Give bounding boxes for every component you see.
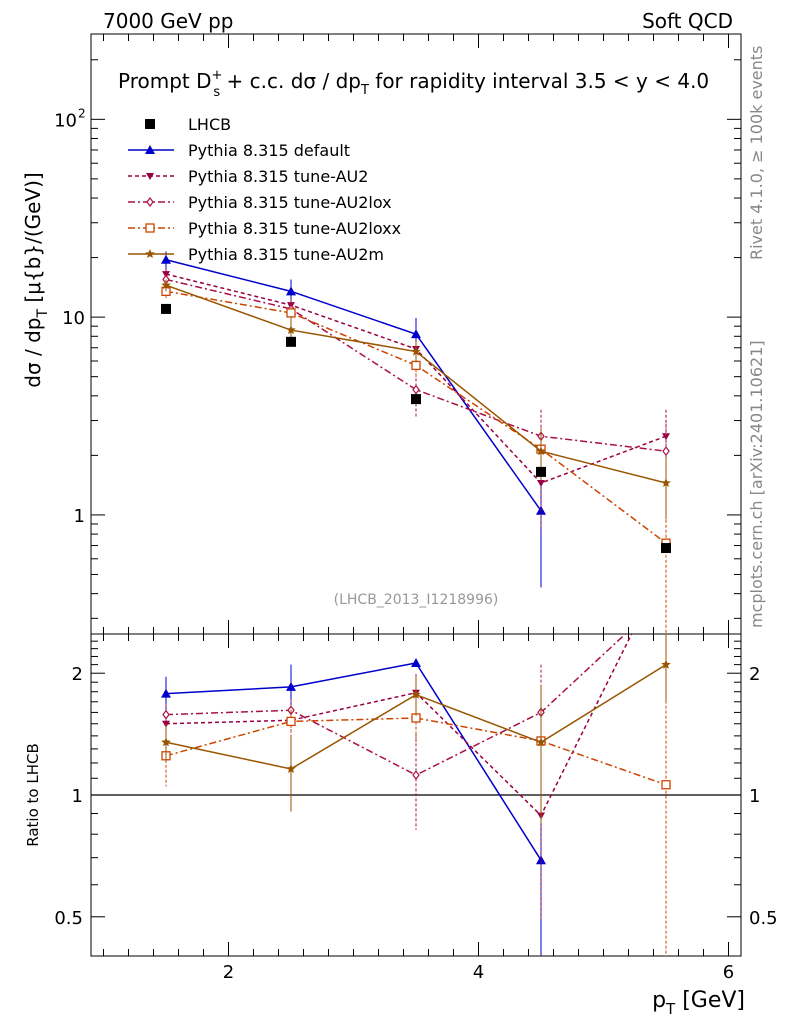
data-point (412, 770, 420, 781)
legend-label: Pythia 8.315 tune-AU2loxx (188, 219, 401, 238)
data-point (161, 303, 171, 314)
data-point (286, 336, 296, 347)
data-point (286, 286, 296, 296)
header-right: Soft QCD (642, 9, 733, 33)
x-axis-label: pT [GeV] (652, 988, 745, 1018)
data-point (161, 280, 171, 290)
data-point (286, 681, 296, 691)
ratio-series (161, 634, 671, 956)
data-point (662, 433, 670, 441)
data-point (146, 173, 154, 180)
main-series (161, 251, 671, 634)
data-point (145, 223, 155, 233)
data-point (161, 737, 171, 747)
y-tick-label-ratio: 1 (72, 786, 83, 807)
data-point (411, 657, 421, 667)
legend-label: LHCB (188, 115, 231, 134)
data-point (411, 346, 421, 356)
y-axis-label-main: dσ / dpT [μ{b}/(GeV)] (21, 172, 51, 387)
data-point (286, 716, 296, 727)
data-point (146, 197, 154, 207)
y-tick-label-main: 10 (62, 308, 85, 329)
legend-label: Pythia 8.315 tune-AU2lox (188, 193, 392, 212)
data-point (286, 308, 296, 318)
series-line (165, 259, 542, 512)
legend-label: Pythia 8.315 default (188, 141, 350, 160)
y-tick-label-ratio: 2 (72, 664, 83, 685)
ratio-line (165, 717, 667, 786)
x-tick-label: 4 (473, 962, 484, 983)
y-tick-label-ratio: 1 (749, 786, 760, 807)
header-left: 7000 GeV pp (103, 9, 234, 33)
legend-label: Pythia 8.315 tune-AU2 (188, 167, 368, 186)
data-point (145, 119, 155, 129)
data-point (411, 689, 421, 699)
data-point (412, 384, 420, 395)
data-point (411, 329, 421, 339)
plot-title: Prompt D+ s + c.c. dσ / dpT for rapidity … (118, 68, 709, 100)
ratio-line (165, 662, 542, 861)
ratio-panel: 2 4 6 0.5 0.5 1 1 2 2 (54, 633, 778, 983)
x-tick-label: 2 (223, 962, 234, 983)
data-point (662, 446, 670, 457)
x-tick-label: 6 (723, 962, 734, 983)
y-tick-label-ratio: 0.5 (749, 908, 778, 929)
data-point (286, 325, 296, 335)
y-tick-label-exponent: 2 (78, 106, 86, 120)
data-point (661, 543, 671, 554)
legend-label: Pythia 8.315 tune-AU2m (188, 245, 384, 264)
data-point (536, 737, 546, 747)
data-point (162, 709, 170, 720)
data-point (411, 394, 421, 405)
legend: LHCB Pythia 8.315 default Pythia 8.315 tun… (128, 115, 401, 264)
y-tick-label-main: 1 (74, 506, 85, 527)
data-point (536, 466, 546, 477)
data-point (411, 360, 421, 371)
data-point (661, 659, 671, 669)
series-line (165, 278, 667, 452)
mcplots-label: mcplots.cern.ch [arXiv:2401.10621] (747, 340, 766, 628)
data-point (536, 446, 546, 456)
y-tick-label-main: 10 (54, 110, 77, 131)
data-point (661, 780, 671, 790)
data-point (537, 479, 545, 487)
data-point (145, 249, 155, 258)
data-point (286, 763, 296, 773)
data-point (161, 254, 171, 264)
data-point (145, 145, 155, 154)
data-point (536, 855, 546, 865)
data-point (161, 688, 171, 698)
data-point (661, 478, 671, 487)
analysis-label: (LHCB_2013_I1218996) (334, 592, 499, 608)
series-line (165, 290, 667, 544)
y-tick-label-ratio: 2 (749, 664, 760, 685)
rivet-label: Rivet 4.1.0, ≥ 100k events (747, 46, 766, 260)
y-tick-label-ratio: 0.5 (54, 908, 83, 929)
y-axis-label-ratio: Ratio to LHCB (24, 743, 42, 847)
